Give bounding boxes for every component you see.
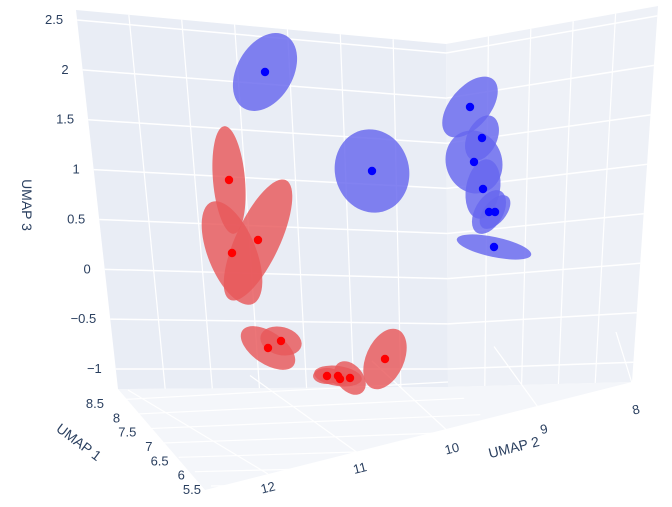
- wall-gridline: [128, 14, 166, 389]
- z-gridline: [110, 318, 448, 325]
- y-tick-label: 10: [443, 439, 461, 457]
- x-tick-label: 5.5: [183, 482, 201, 497]
- y-gridline: [615, 331, 637, 397]
- data-point: [224, 175, 234, 185]
- z-tick-label: 0: [84, 261, 91, 276]
- side-gridline: [594, 13, 617, 384]
- z-gridline: [447, 311, 637, 325]
- x-tick-label: 6.5: [151, 453, 169, 468]
- data-point: [253, 235, 263, 245]
- z-gridline: [445, 15, 658, 54]
- side-gridline: [557, 21, 574, 385]
- x-gridline: [130, 397, 465, 415]
- data-point: [469, 157, 479, 167]
- z-gridline: [447, 262, 641, 280]
- data-point: [227, 248, 237, 258]
- z-tick-label: −1: [87, 361, 102, 376]
- data-point: [380, 354, 390, 364]
- y-gridline: [249, 375, 361, 455]
- y-tick-label: 8: [631, 401, 642, 417]
- data-point: [335, 374, 345, 384]
- floor-plane: [118, 382, 632, 490]
- y-tick-label: 11: [352, 459, 369, 477]
- x-gridline: [113, 381, 449, 401]
- z-tick-label: 1: [72, 162, 79, 177]
- y-gridline: [493, 346, 545, 416]
- wall-gridline: [392, 39, 402, 388]
- x-axis-title: UMAP 1: [53, 420, 104, 464]
- data-point: [263, 343, 273, 353]
- data-point: [489, 242, 499, 252]
- data-point: [276, 336, 286, 346]
- y-gridline: [127, 389, 269, 475]
- z-tick-label: 2.5: [45, 12, 63, 27]
- x-tick-label: 8.5: [86, 396, 104, 411]
- data-point: [345, 373, 355, 383]
- x-gridline: [210, 479, 546, 487]
- wall-gridline: [286, 29, 308, 388]
- data-point: [322, 371, 332, 381]
- data-point: [465, 102, 475, 112]
- wall-gridline: [181, 19, 213, 389]
- z-gridline: [447, 361, 634, 370]
- y-axis-title: UMAP 2: [487, 433, 541, 461]
- z-tick-label: 2: [61, 62, 68, 77]
- z-tick-label: 0.5: [67, 211, 85, 226]
- y-tick-label: 9: [539, 421, 550, 437]
- data-marks: [201, 33, 532, 395]
- z-tick-label: −0.5: [71, 311, 97, 326]
- x-gridline: [162, 430, 497, 444]
- x-gridline: [178, 446, 513, 458]
- z-axis-title: UMAP 3: [19, 179, 35, 231]
- x-tick-label: 6: [178, 468, 185, 483]
- side-wall-plane: [446, 6, 658, 387]
- data-point: [490, 207, 500, 217]
- z-gridline: [104, 268, 448, 280]
- z-tick-label: 1.5: [56, 112, 74, 127]
- data-point: [367, 166, 377, 176]
- data-point: [260, 67, 270, 77]
- data-point: [477, 133, 487, 143]
- x-tick-label: 8: [113, 410, 120, 425]
- data-point: [484, 207, 494, 217]
- z-gridline: [77, 19, 447, 54]
- wall-gridline: [339, 34, 355, 388]
- x-tick-label: 7.5: [118, 425, 136, 440]
- y-tick-label: 12: [259, 478, 277, 496]
- data-point: [478, 184, 488, 194]
- side-gridline: [521, 28, 532, 386]
- x-tick-label: 7: [145, 439, 152, 454]
- x-gridline: [194, 463, 529, 473]
